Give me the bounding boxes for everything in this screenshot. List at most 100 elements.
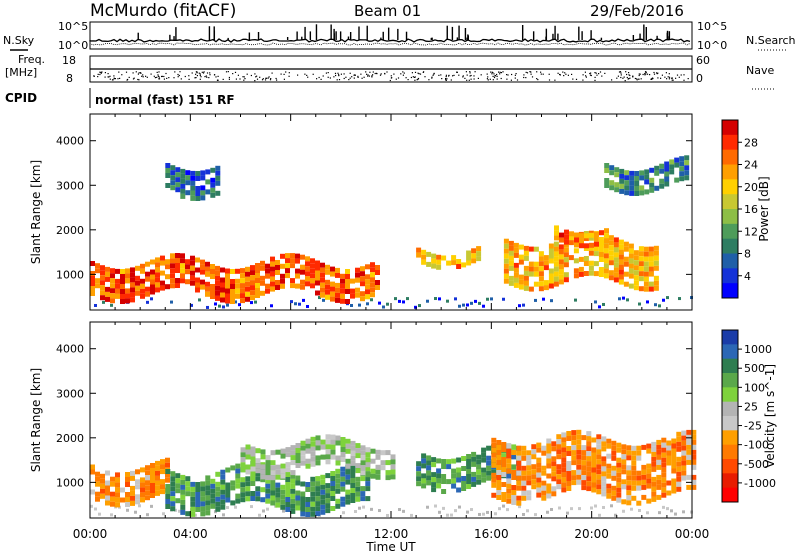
heatmap-cell xyxy=(591,467,597,473)
heatmap-cell xyxy=(100,473,105,479)
heatmap-cell xyxy=(110,273,115,279)
heatmap-cell xyxy=(631,450,637,456)
heatmap-cell xyxy=(546,510,549,514)
heatmap-cell xyxy=(170,278,175,284)
heatmap-cell xyxy=(630,507,633,511)
heatmap-cell xyxy=(250,496,256,501)
heatmap-cell xyxy=(180,479,186,485)
heatmap-cell xyxy=(606,468,612,474)
heatmap-cell xyxy=(340,278,345,284)
heatmap-cell xyxy=(558,274,564,280)
heatmap-cell xyxy=(626,455,632,461)
heatmap-cell xyxy=(583,236,589,241)
heatmap-cell xyxy=(270,485,276,491)
heatmap-cell xyxy=(491,452,497,458)
heatmap-cell xyxy=(215,486,221,492)
heatmap-cell xyxy=(360,496,366,502)
heatmap-cell xyxy=(636,485,642,491)
heatmap-cell xyxy=(115,288,120,294)
heatmap-cell xyxy=(596,484,602,490)
heatmap-cell xyxy=(446,464,452,470)
heatmap-cell xyxy=(506,453,512,459)
heatmap-cell xyxy=(305,482,311,487)
nave-point xyxy=(137,78,139,81)
heatmap-cell xyxy=(225,492,231,498)
nave-point xyxy=(498,71,500,73)
heatmap-cell xyxy=(130,470,135,476)
nsky-trace xyxy=(89,38,691,43)
heatmap-cell xyxy=(521,455,527,461)
heatmap-cell xyxy=(421,458,427,464)
nave-point xyxy=(462,76,464,78)
heatmap-cell xyxy=(370,267,375,273)
heatmap-cell xyxy=(531,454,537,460)
heatmap-cell xyxy=(602,505,605,509)
heatmap-cell xyxy=(564,229,569,235)
nave-point xyxy=(646,73,649,75)
heatmap-cell xyxy=(320,277,325,283)
heatmap-cell xyxy=(195,487,201,492)
heatmap-cell xyxy=(653,265,659,271)
heatmap-cell xyxy=(330,281,335,287)
heatmap-cell xyxy=(561,452,567,458)
heatmap-cell xyxy=(280,278,285,284)
heatmap-cell xyxy=(345,489,351,495)
velocity-colorbar-tick-label: -25 xyxy=(744,420,762,433)
heatmap-cell xyxy=(185,476,191,482)
heatmap-cell xyxy=(571,480,577,486)
heatmap-cell xyxy=(240,298,245,304)
heatmap-cell xyxy=(548,283,554,289)
heatmap-cell xyxy=(684,155,690,161)
nave-point xyxy=(222,78,224,80)
nave-point xyxy=(132,72,134,74)
nave-point xyxy=(514,74,516,76)
heatmap-cell xyxy=(501,467,507,472)
heatmap-cell xyxy=(210,493,216,499)
nave-point xyxy=(100,72,102,74)
station-title: McMurdo (fitACF) xyxy=(90,1,236,21)
heatmap-cell xyxy=(591,447,597,453)
heatmap-cell xyxy=(531,469,537,475)
heatmap-cell xyxy=(571,440,577,446)
heatmap-cell xyxy=(355,481,361,487)
nave-point xyxy=(507,74,509,76)
heatmap-cell xyxy=(325,454,331,460)
heatmap-cell xyxy=(599,240,604,246)
nave-point xyxy=(492,79,494,81)
nave-point xyxy=(288,72,290,74)
heatmap-cell xyxy=(290,470,296,476)
heatmap-cell xyxy=(601,476,607,482)
heatmap-cell xyxy=(621,444,627,450)
heatmap-cell xyxy=(538,276,544,282)
heatmap-cell xyxy=(669,169,675,175)
heatmap-cell xyxy=(659,183,665,189)
heatmap-cell xyxy=(691,439,697,445)
heatmap-cell xyxy=(140,293,145,299)
heatmap-cell xyxy=(614,513,617,517)
heatmap-cell xyxy=(506,458,512,464)
heatmap-cell xyxy=(604,163,610,168)
heatmap-cell xyxy=(310,436,316,442)
nave-point xyxy=(628,72,630,74)
heatmap-cell xyxy=(340,486,346,492)
heatmap-cell xyxy=(205,495,211,501)
heatmap-cell xyxy=(506,468,512,474)
heatmap-cell xyxy=(225,482,231,488)
heatmap-cell xyxy=(105,485,110,491)
heatmap-cell xyxy=(230,485,236,491)
heatmap-cell xyxy=(681,470,687,476)
heatmap-cell xyxy=(335,468,341,474)
nave-point xyxy=(206,76,208,78)
nave-point xyxy=(180,78,182,80)
nave-point xyxy=(446,78,448,80)
nave-point xyxy=(494,75,496,77)
heatmap-cell xyxy=(310,506,316,512)
heatmap-cell xyxy=(561,447,567,453)
heatmap-cell xyxy=(180,268,185,274)
heatmap-cell xyxy=(678,297,681,301)
heatmap-cell xyxy=(551,491,557,497)
nave-point xyxy=(468,79,470,81)
heatmap-cell xyxy=(621,454,627,460)
heatmap-cell xyxy=(365,294,370,300)
heatmap-cell xyxy=(125,278,130,284)
